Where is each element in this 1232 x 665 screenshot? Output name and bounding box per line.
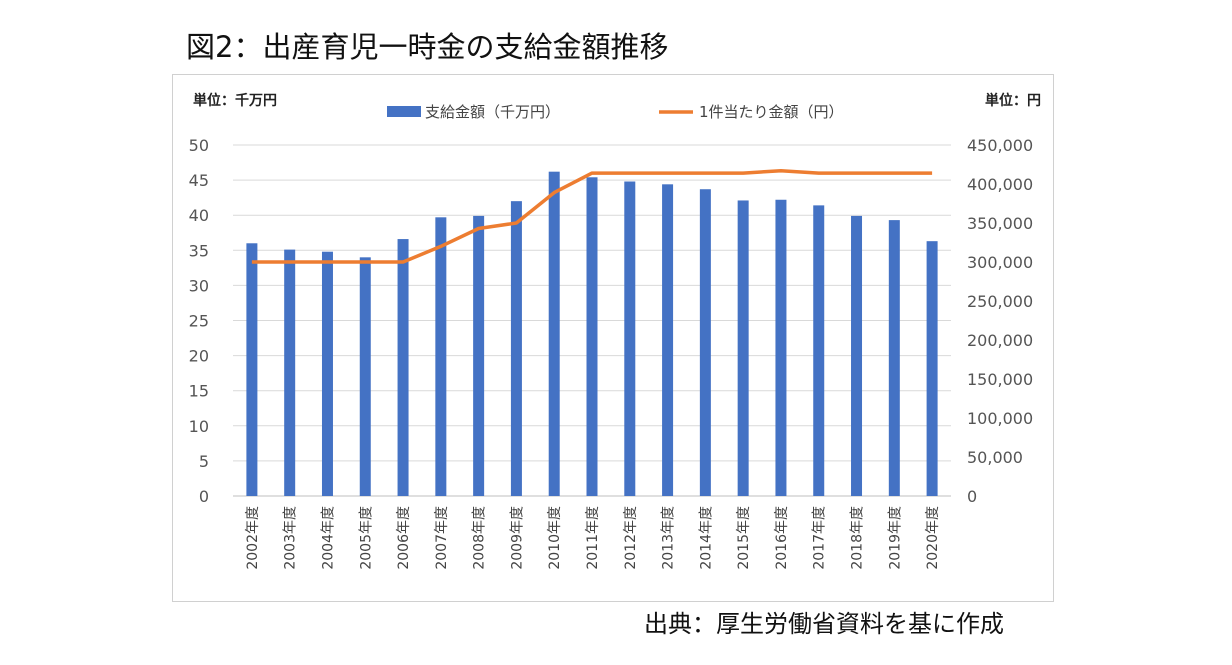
combo-chart: 0 5 10 15 20 25 30 35 40 45 50 0 50,000 100,000 150,0…: [189, 92, 1041, 570]
legend-bar-swatch: [387, 106, 421, 117]
x-tick-label: 2018年度: [850, 506, 866, 570]
x-tick-label: 2020年度: [925, 506, 941, 570]
right-tick-label: 350,000: [967, 214, 1033, 233]
right-unit-label: 単位：円: [985, 92, 1041, 109]
bar: [510, 201, 522, 496]
right-tick-label: 100,000: [967, 409, 1033, 428]
right-tick-label: 200,000: [967, 331, 1033, 350]
left-tick-label: 45: [189, 171, 209, 190]
left-tick-label: 15: [189, 382, 209, 401]
source-note: 出典：厚生労働省資料を基に作成: [644, 610, 1004, 638]
x-axis-ticks: 2002年度 2003年度 2004年度 2005年度 2006年度 2007年度 2008…: [245, 506, 941, 570]
x-tick-label: 2012年度: [623, 506, 639, 570]
bar: [359, 257, 371, 496]
figure-title: 図2：出産育児一時金の支給金額推移: [186, 30, 669, 64]
left-tick-label: 25: [189, 312, 209, 331]
left-tick-label: 10: [189, 417, 209, 436]
bar: [321, 251, 333, 496]
left-tick-label: 5: [199, 452, 209, 471]
x-tick-label: 2004年度: [321, 506, 337, 570]
left-tick-label: 35: [189, 241, 209, 260]
bar: [926, 241, 938, 496]
right-tick-label: 150,000: [967, 370, 1033, 389]
bar-series: [246, 171, 938, 497]
left-tick-label: 50: [189, 136, 209, 155]
x-tick-label: 2007年度: [434, 506, 450, 570]
bar: [888, 220, 900, 496]
bar: [662, 184, 674, 496]
line-path: [251, 168, 933, 264]
x-tick-label: 2015年度: [736, 506, 752, 570]
x-tick-label: 2006年度: [396, 506, 412, 570]
left-tick-label: 0: [199, 487, 209, 506]
bar: [284, 249, 296, 496]
bar: [435, 217, 447, 496]
x-tick-label: 2003年度: [283, 506, 299, 570]
legend-bar-label: 支給金額（千万円）: [425, 103, 560, 121]
left-tick-label: 20: [189, 347, 209, 366]
right-axis-ticks: 0 50,000 100,000 150,000 200,000 250,000 300,0…: [967, 136, 1033, 506]
left-tick-label: 40: [189, 206, 209, 225]
bar: [737, 200, 749, 496]
x-tick-label: 2014年度: [698, 506, 714, 570]
x-tick-label: 2008年度: [472, 506, 488, 570]
left-axis-ticks: 0 5 10 15 20 25 30 35 40 45 50: [189, 136, 209, 506]
bar: [548, 171, 560, 496]
bar: [397, 239, 409, 496]
right-tick-label: 450,000: [967, 136, 1033, 155]
x-tick-label: 2017年度: [812, 506, 828, 570]
legend: 支給金額（千万円） 1件当たり金額（円）: [387, 103, 844, 121]
x-tick-label: 2019年度: [887, 506, 903, 570]
bar: [246, 243, 258, 496]
right-tick-label: 300,000: [967, 253, 1033, 272]
bar: [624, 181, 636, 496]
left-tick-label: 30: [189, 276, 209, 295]
x-tick-label: 2009年度: [509, 506, 525, 570]
bar: [775, 199, 787, 497]
x-tick-label: 2016年度: [774, 506, 790, 570]
bar: [813, 205, 825, 496]
right-tick-label: 0: [967, 487, 977, 506]
x-tick-label: 2002年度: [245, 506, 261, 570]
x-tick-label: 2005年度: [358, 506, 374, 570]
bar: [699, 189, 711, 496]
chart-frame: 0 5 10 15 20 25 30 35 40 45 50 0 50,000 100,000 150,0…: [172, 74, 1054, 602]
bar: [586, 177, 598, 496]
right-tick-label: 400,000: [967, 175, 1033, 194]
legend-line-label: 1件当たり金額（円）: [699, 103, 844, 121]
x-tick-label: 2010年度: [547, 506, 563, 570]
right-tick-label: 50,000: [967, 448, 1023, 467]
x-tick-label: 2013年度: [661, 506, 677, 570]
right-tick-label: 250,000: [967, 292, 1033, 311]
x-tick-label: 2011年度: [585, 506, 601, 570]
line-series: [251, 168, 933, 264]
bar: [851, 215, 863, 497]
bar: [473, 215, 485, 497]
left-unit-label: 単位：千万円: [193, 92, 277, 109]
